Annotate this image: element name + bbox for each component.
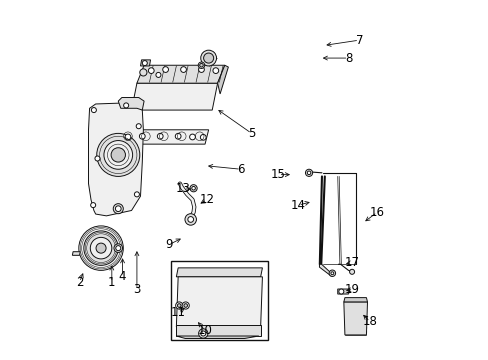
Circle shape [338,289,343,294]
Text: 11: 11 [170,306,185,319]
Circle shape [123,103,128,108]
Polygon shape [337,289,349,294]
Polygon shape [343,298,367,302]
Circle shape [183,304,187,307]
Circle shape [190,185,197,192]
Text: 17: 17 [344,256,359,269]
Circle shape [200,134,206,140]
Text: 10: 10 [197,324,212,337]
Text: 1: 1 [108,276,115,289]
Text: 2: 2 [76,276,83,289]
Text: 14: 14 [290,199,305,212]
Circle shape [113,204,123,214]
Circle shape [83,231,118,265]
Circle shape [305,169,312,176]
Polygon shape [137,65,224,83]
Circle shape [199,63,203,67]
Polygon shape [118,98,144,110]
Circle shape [91,108,96,113]
Polygon shape [140,60,150,66]
Text: 4: 4 [119,270,126,283]
Circle shape [175,302,183,309]
Circle shape [139,134,145,139]
Text: 19: 19 [344,283,359,296]
Polygon shape [88,103,143,216]
Circle shape [306,171,310,175]
Circle shape [177,304,181,307]
Polygon shape [121,130,208,144]
Text: 12: 12 [199,193,214,206]
Text: 8: 8 [344,51,351,64]
Circle shape [134,192,139,197]
Circle shape [191,186,195,190]
Circle shape [97,134,140,176]
Circle shape [157,134,163,139]
Circle shape [156,72,161,77]
Circle shape [201,331,205,336]
Circle shape [198,67,204,72]
Circle shape [140,69,147,76]
Polygon shape [72,252,80,255]
Circle shape [184,214,196,225]
Bar [171,261,267,339]
Polygon shape [319,264,333,276]
Circle shape [328,270,335,276]
Circle shape [189,134,195,140]
Text: 15: 15 [270,168,285,181]
Circle shape [115,206,121,212]
Circle shape [201,50,216,66]
Text: 9: 9 [165,238,173,251]
Text: 6: 6 [237,163,244,176]
Polygon shape [217,65,228,94]
Circle shape [114,244,122,252]
Polygon shape [176,268,262,277]
Circle shape [111,148,125,162]
Circle shape [104,140,132,169]
Circle shape [203,53,213,63]
Polygon shape [131,83,217,110]
Circle shape [163,67,168,72]
Circle shape [79,226,123,270]
Text: 18: 18 [362,315,377,328]
Circle shape [330,272,333,275]
Polygon shape [176,336,258,338]
Circle shape [116,246,121,251]
Polygon shape [176,277,262,327]
Circle shape [90,237,112,259]
Text: 13: 13 [176,183,191,195]
Circle shape [349,269,354,274]
Circle shape [180,67,186,72]
Circle shape [198,329,207,338]
Text: 5: 5 [247,127,255,140]
Circle shape [198,62,204,68]
Text: 7: 7 [355,33,362,47]
Circle shape [136,124,141,129]
Circle shape [187,217,193,222]
Circle shape [96,243,106,253]
Circle shape [95,156,100,161]
Polygon shape [176,325,260,336]
Circle shape [90,203,96,208]
Circle shape [175,134,181,139]
Circle shape [125,134,131,140]
Text: 3: 3 [133,283,141,296]
Circle shape [148,68,154,73]
Text: 16: 16 [369,206,384,219]
Circle shape [182,302,189,309]
Polygon shape [343,302,367,335]
Circle shape [212,68,218,73]
Circle shape [142,60,147,66]
